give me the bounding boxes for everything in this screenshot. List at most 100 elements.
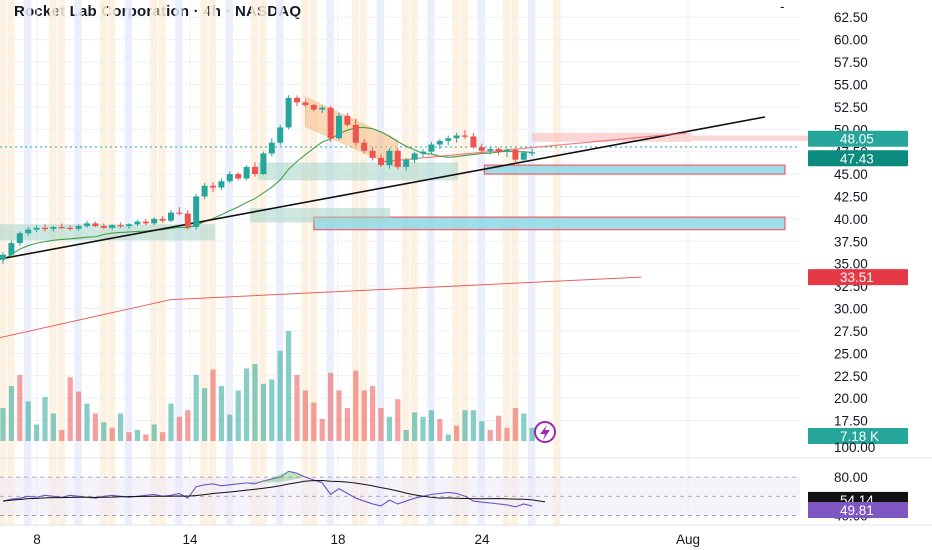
volume-bar — [412, 412, 418, 441]
volume-bar — [160, 432, 166, 441]
volume-bar — [319, 419, 325, 441]
price-tick-label: 27.50 — [834, 324, 868, 339]
price-tick-label: 52.50 — [834, 100, 868, 115]
volume-bar — [361, 390, 367, 441]
candle-body — [226, 174, 233, 182]
volume-bar — [227, 414, 233, 441]
volume-bar — [277, 350, 283, 441]
candle-body — [218, 181, 225, 188]
candle-body — [445, 138, 452, 141]
price-tick-label: 17.50 — [834, 414, 868, 429]
slow-moving-average — [0, 276, 642, 339]
volume-bar — [395, 399, 401, 441]
time-axis: 8 14 18 24 Aug — [33, 532, 700, 547]
session-band — [477, 0, 485, 525]
consolidation-box — [258, 162, 458, 181]
candle-body — [50, 226, 57, 229]
price-tick-label: 20.00 — [834, 391, 868, 406]
session-band — [502, 0, 511, 525]
volume-bar — [454, 425, 460, 441]
candle-body — [504, 149, 510, 152]
session-band — [553, 0, 561, 525]
session-band — [528, 0, 536, 525]
resistance-zone — [691, 135, 818, 141]
volume-bar — [386, 416, 392, 441]
volume-bar — [286, 331, 292, 441]
volume-bars — [0, 331, 556, 443]
price-badge — [808, 130, 908, 147]
candle-body — [184, 213, 191, 227]
session-bands — [0, 0, 561, 525]
volume-bar — [8, 386, 14, 441]
fast-moving-average — [2, 126, 533, 261]
volume-bar — [0, 408, 6, 441]
candle-body — [252, 166, 258, 175]
volume-bar — [92, 413, 98, 441]
volume-bar — [487, 430, 493, 441]
session-band — [150, 0, 158, 525]
moving-averages — [0, 126, 642, 339]
candle-body — [420, 151, 426, 154]
session-band — [108, 0, 116, 525]
volume-bar — [134, 430, 140, 441]
candle-body — [126, 224, 132, 227]
volume-bar — [84, 403, 90, 441]
volume-bar — [42, 397, 48, 441]
rsi-tick-label: 100.00 — [834, 440, 875, 455]
candle-body — [285, 97, 292, 128]
candle-body — [369, 150, 376, 158]
volume-bar — [370, 386, 376, 441]
support-trendline — [0, 116, 766, 260]
consolidation-box — [250, 208, 390, 223]
session-band — [351, 0, 359, 525]
lightning-icon — [540, 425, 550, 440]
rsi-overbought-fill — [229, 471, 306, 484]
price-tick-label: 25.00 — [834, 346, 868, 361]
volume-bar — [479, 421, 485, 441]
volume-bar — [470, 410, 476, 441]
session-band — [200, 0, 208, 525]
candle-body — [436, 140, 443, 145]
candle-body — [176, 212, 183, 214]
candle-body — [201, 185, 208, 197]
time-tick-label: Aug — [676, 532, 700, 547]
candle-body — [268, 142, 275, 154]
consolidation-box — [0, 224, 215, 241]
axis-menu-dash: - — [780, 0, 785, 14]
price-tick-label: 42.50 — [834, 189, 868, 204]
candle-body — [25, 229, 32, 234]
candle-body — [386, 150, 393, 166]
volume-bar — [403, 430, 409, 441]
candle-body — [134, 221, 141, 225]
volume-bar — [25, 401, 31, 441]
candle-body — [403, 159, 410, 167]
volume-bar — [512, 408, 518, 441]
demand-zone — [483, 164, 786, 175]
time-tick-label: 8 — [33, 532, 41, 547]
volume-bar — [50, 413, 56, 441]
session-band — [158, 0, 166, 525]
session-band — [74, 0, 82, 525]
volume-bar — [168, 403, 174, 441]
volume-bar — [437, 419, 443, 441]
volume-bar — [344, 408, 350, 441]
price-axis: 62.5060.0057.5055.0052.5050.0047.5045.00… — [780, 0, 908, 523]
price-badge-label: 33.51 — [840, 270, 874, 285]
session-band — [427, 0, 435, 525]
candle-body — [352, 124, 359, 143]
candle-body — [411, 153, 418, 160]
session-band — [452, 0, 460, 525]
candle-body — [151, 218, 158, 224]
session-band — [24, 0, 32, 525]
time-tick-label: 24 — [474, 532, 490, 547]
candle-body — [327, 107, 334, 139]
price-tick-label: 62.50 — [834, 10, 868, 25]
price-tick-label: 30.00 — [834, 302, 868, 317]
session-band — [276, 0, 284, 525]
time-tick-label: 14 — [182, 532, 198, 547]
volume-bar — [218, 386, 224, 441]
candle-body — [512, 149, 519, 160]
volume-bar — [521, 413, 527, 441]
candle-body — [142, 221, 149, 224]
